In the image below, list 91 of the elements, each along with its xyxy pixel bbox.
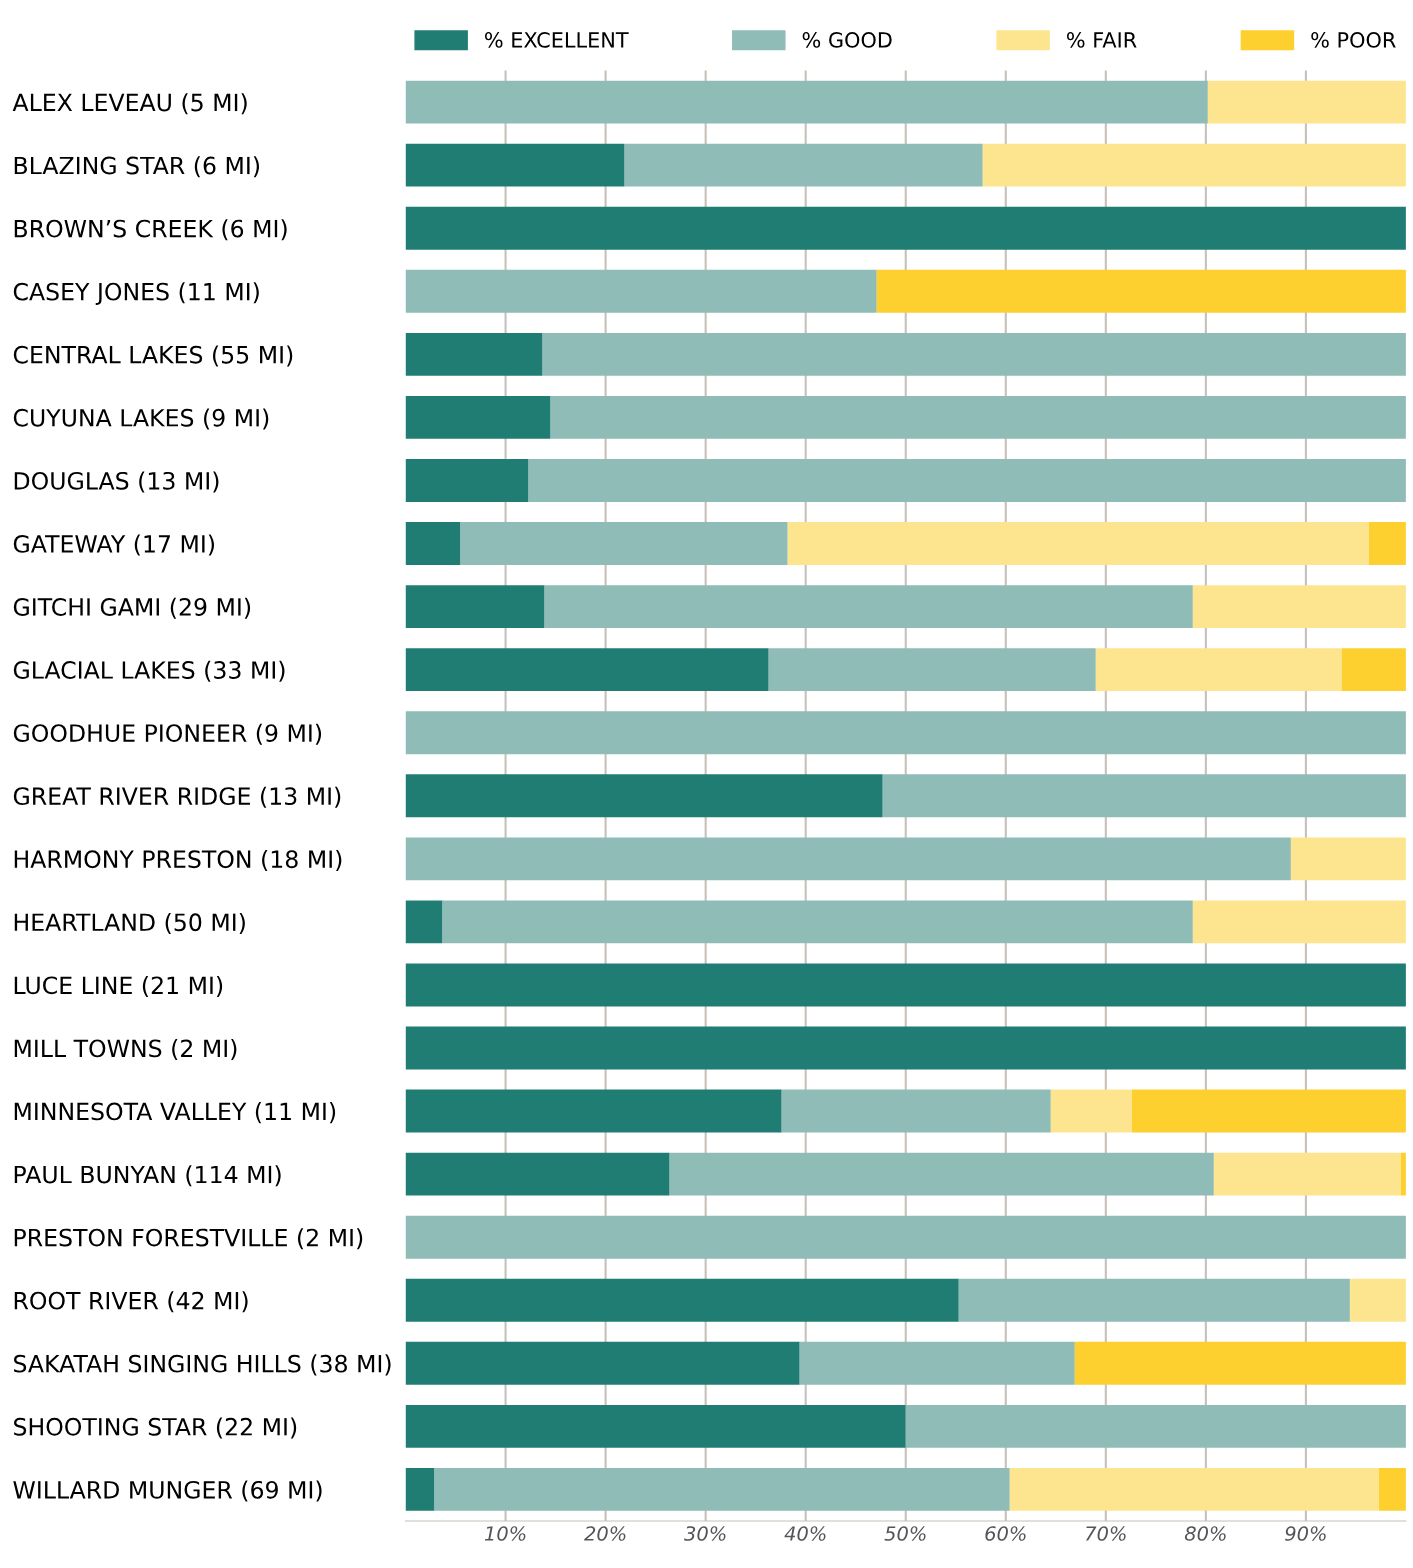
legend-label: % EXCELLENT: [485, 32, 629, 48]
y-tick-label: BROWN’S CREEK (6 MI): [14, 219, 287, 241]
y-tick-label: SHOOTING STAR (22 MI): [14, 1417, 297, 1439]
bar: [405, 837, 1291, 881]
bar: [405, 1026, 1406, 1070]
bar: [405, 80, 1208, 124]
bar: [442, 900, 1193, 944]
bar: [405, 774, 883, 818]
bar: [876, 269, 1406, 313]
bar: [1192, 900, 1406, 944]
bar: [528, 459, 1406, 502]
bar: [405, 1278, 959, 1322]
bar: [905, 1404, 1406, 1448]
bar: [405, 1404, 906, 1448]
bar: [624, 143, 983, 187]
x-tick-label: 80%: [1184, 1526, 1226, 1541]
bar: [882, 774, 1406, 818]
y-tick-label: PRESTON FORESTVILLE (2 MI): [14, 1228, 363, 1250]
bar: [405, 963, 1406, 1007]
x-tick-label: 90%: [1285, 1526, 1326, 1541]
bar: [405, 711, 1406, 755]
bar: [434, 1467, 1010, 1511]
bar: [1207, 80, 1406, 124]
bar: [958, 1278, 1350, 1322]
bar: [405, 900, 443, 944]
bar: [405, 332, 543, 376]
bar: [405, 1341, 800, 1385]
y-tick-label: DOUGLAS (13 MI): [14, 471, 219, 493]
bar: [460, 522, 788, 565]
bar: [405, 522, 461, 565]
bar: [1131, 1089, 1406, 1133]
x-tick-label: 40%: [784, 1526, 826, 1541]
x-tick-label: 20%: [584, 1526, 626, 1541]
x-tick-label: 50%: [884, 1526, 926, 1541]
x-tick-label: 60%: [985, 1526, 1026, 1541]
y-tick-label: CENTRAL LAKES (55 MI): [13, 345, 293, 367]
y-tick-label: LUCE LINE (21 MI): [14, 976, 223, 998]
bar: [544, 585, 1193, 629]
legend-label: % GOOD: [802, 32, 892, 48]
legend-label: % FAIR: [1066, 32, 1137, 48]
bar: [405, 1089, 782, 1133]
bar: [669, 1152, 1214, 1196]
y-tick-label: GITCHI GAMI (29 MI): [13, 597, 251, 619]
bar: [787, 522, 1369, 565]
bar: [1050, 1089, 1132, 1133]
bar: [405, 395, 551, 439]
legend-label: % POOR: [1311, 32, 1396, 48]
bar: [1368, 522, 1406, 565]
bar: [405, 1152, 670, 1196]
bar: [1095, 648, 1342, 692]
x-tick-label: 10%: [484, 1526, 526, 1541]
bar: [542, 332, 1406, 376]
y-tick-label: HEARTLAND (50 MI): [14, 912, 245, 934]
bar: [1290, 837, 1406, 881]
bar: [1341, 648, 1406, 692]
bar: [1074, 1341, 1406, 1385]
y-tick-label: ALEX LEVEAU (5 MI): [12, 93, 247, 115]
bar: [1192, 585, 1406, 629]
bar: [768, 648, 1096, 692]
bar: [1378, 1467, 1406, 1511]
y-tick-label: GLACIAL LAKES (33 MI): [13, 660, 285, 682]
y-tick-label: MILL TOWNS (2 MI): [14, 1039, 237, 1061]
bar: [1009, 1467, 1379, 1511]
y-tick-label: PAUL BUNYAN (114 MI): [14, 1165, 281, 1187]
y-tick-label: MINNESOTA VALLEY (11 MI): [14, 1102, 336, 1124]
y-tick-label: SAKATAH SINGING HILLS (38 MI): [14, 1354, 391, 1376]
y-tick-label: BLAZING STAR (6 MI): [14, 156, 260, 178]
y-tick-label: GATEWAY (17 MI): [13, 534, 215, 556]
bar: [405, 143, 625, 187]
bar: [405, 1467, 435, 1511]
bar: [1213, 1152, 1401, 1196]
bar: [405, 1215, 1406, 1259]
bar: [405, 648, 769, 692]
bar: [405, 269, 877, 313]
x-tick-label: 30%: [684, 1526, 726, 1541]
y-tick-label: ROOT RIVER (42 MI): [14, 1291, 248, 1313]
bar: [405, 206, 1406, 250]
y-tick-label: GREAT RIVER RIDGE (13 MI): [13, 786, 341, 808]
bar: [781, 1089, 1051, 1133]
bar: [799, 1341, 1075, 1385]
y-tick-label: WILLARD MUNGER (69 MI): [13, 1480, 322, 1502]
y-tick-label: CUYUNA LAKES (9 MI): [13, 408, 269, 430]
bar: [405, 459, 529, 502]
y-tick-label: CASEY JONES (11 MI): [13, 282, 259, 305]
bar: [1349, 1278, 1406, 1322]
y-tick-label: HARMONY PRESTON (18 MI): [14, 849, 342, 871]
x-tick-label: 70%: [1086, 1526, 1126, 1541]
bar: [405, 585, 545, 629]
bar: [982, 143, 1406, 187]
y-tick-label: GOODHUE PIONEER (9 MI): [13, 723, 322, 745]
bar: [550, 395, 1406, 439]
